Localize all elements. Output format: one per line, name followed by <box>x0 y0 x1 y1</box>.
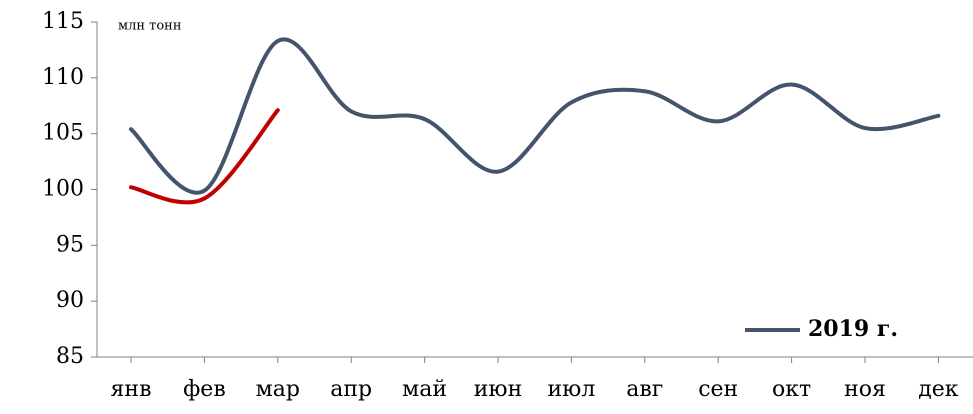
series-line <box>129 108 280 205</box>
x-tick-label: ноя <box>844 377 886 402</box>
x-tick-label: мар <box>256 377 300 402</box>
unit-label: млн тонн <box>118 19 182 34</box>
y-tick-label: 110 <box>42 65 84 90</box>
x-tick-label: авг <box>626 377 663 402</box>
x-tick-label: янв <box>111 377 152 402</box>
x-tick-label: апр <box>330 377 372 402</box>
y-tick-label: 115 <box>42 9 84 34</box>
x-tick-label: сен <box>698 377 738 402</box>
x-tick-label: окт <box>772 377 811 402</box>
series-line <box>129 37 941 195</box>
y-tick-label: 90 <box>56 288 84 313</box>
x-tick-label: июн <box>474 377 522 402</box>
y-tick-label: 95 <box>56 232 84 257</box>
y-tick-label: 105 <box>42 121 84 146</box>
x-tick-label: дек <box>918 377 959 402</box>
x-tick-label: май <box>402 377 447 402</box>
y-tick-label: 85 <box>56 344 84 369</box>
y-tick-label: 100 <box>42 177 84 202</box>
legend-label: 2019 г. <box>808 316 898 342</box>
x-tick-label: фев <box>183 377 226 402</box>
x-tick-label: июл <box>548 377 596 402</box>
